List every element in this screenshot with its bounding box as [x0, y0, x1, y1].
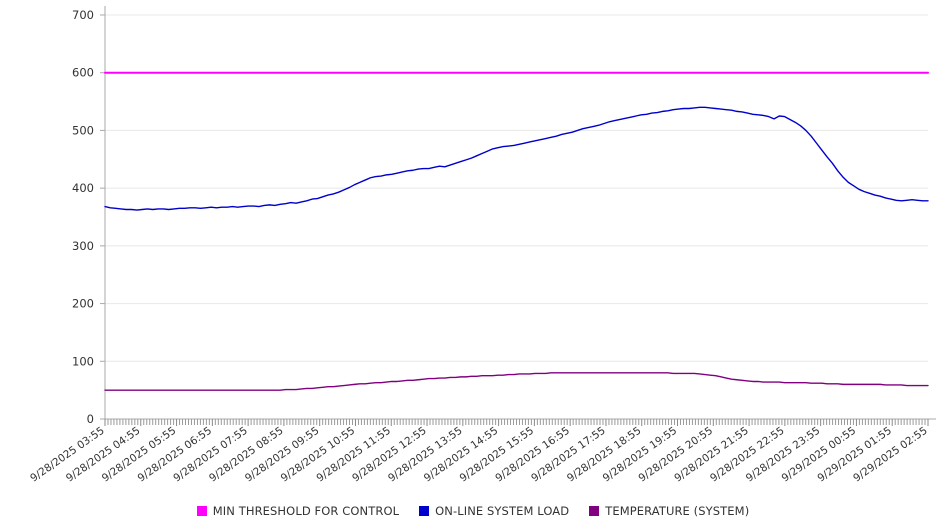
legend-swatch-icon — [589, 506, 600, 516]
line-chart: 0 100 200 300 400 500 600 700 9/28/2025 03:559/… — [28, 6, 936, 485]
y-tick-label: 100 — [72, 354, 94, 368]
y-tick-label: 700 — [72, 8, 94, 22]
data-series — [104, 71, 929, 391]
y-tick-label: 400 — [72, 181, 94, 195]
gridlines — [105, 14, 928, 362]
legend-label: MIN THRESHOLD FOR CONTROL — [212, 504, 400, 518]
y-tick-label: 200 — [72, 297, 94, 311]
legend-label: TEMPERATURE (SYSTEM) — [605, 504, 750, 518]
x-tick-labels: 9/28/2025 03:559/28/2025 04:559/28/2025 … — [28, 425, 930, 485]
legend-item[interactable]: ON-LINE SYSTEM LOAD — [419, 504, 569, 518]
series-line-1 — [104, 106, 929, 211]
legend-item[interactable]: MIN THRESHOLD FOR CONTROL — [196, 504, 400, 518]
legend-swatch-icon — [196, 506, 207, 516]
y-tick-label: 300 — [72, 239, 94, 253]
y-axis: 0 100 200 300 400 500 600 700 — [72, 6, 106, 426]
chart-legend: MIN THRESHOLD FOR CONTROL ON-LINE SYSTEM … — [0, 504, 946, 518]
x-axis-minor-ticks — [104, 419, 929, 426]
y-tick-label: 0 — [87, 412, 94, 426]
legend-swatch-icon — [419, 506, 430, 516]
legend-label: ON-LINE SYSTEM LOAD — [435, 504, 570, 518]
y-tick-label: 500 — [72, 123, 94, 137]
y-tick-label: 600 — [72, 66, 94, 80]
legend-item[interactable]: TEMPERATURE (SYSTEM) — [589, 504, 749, 518]
series-line-2 — [104, 372, 929, 391]
